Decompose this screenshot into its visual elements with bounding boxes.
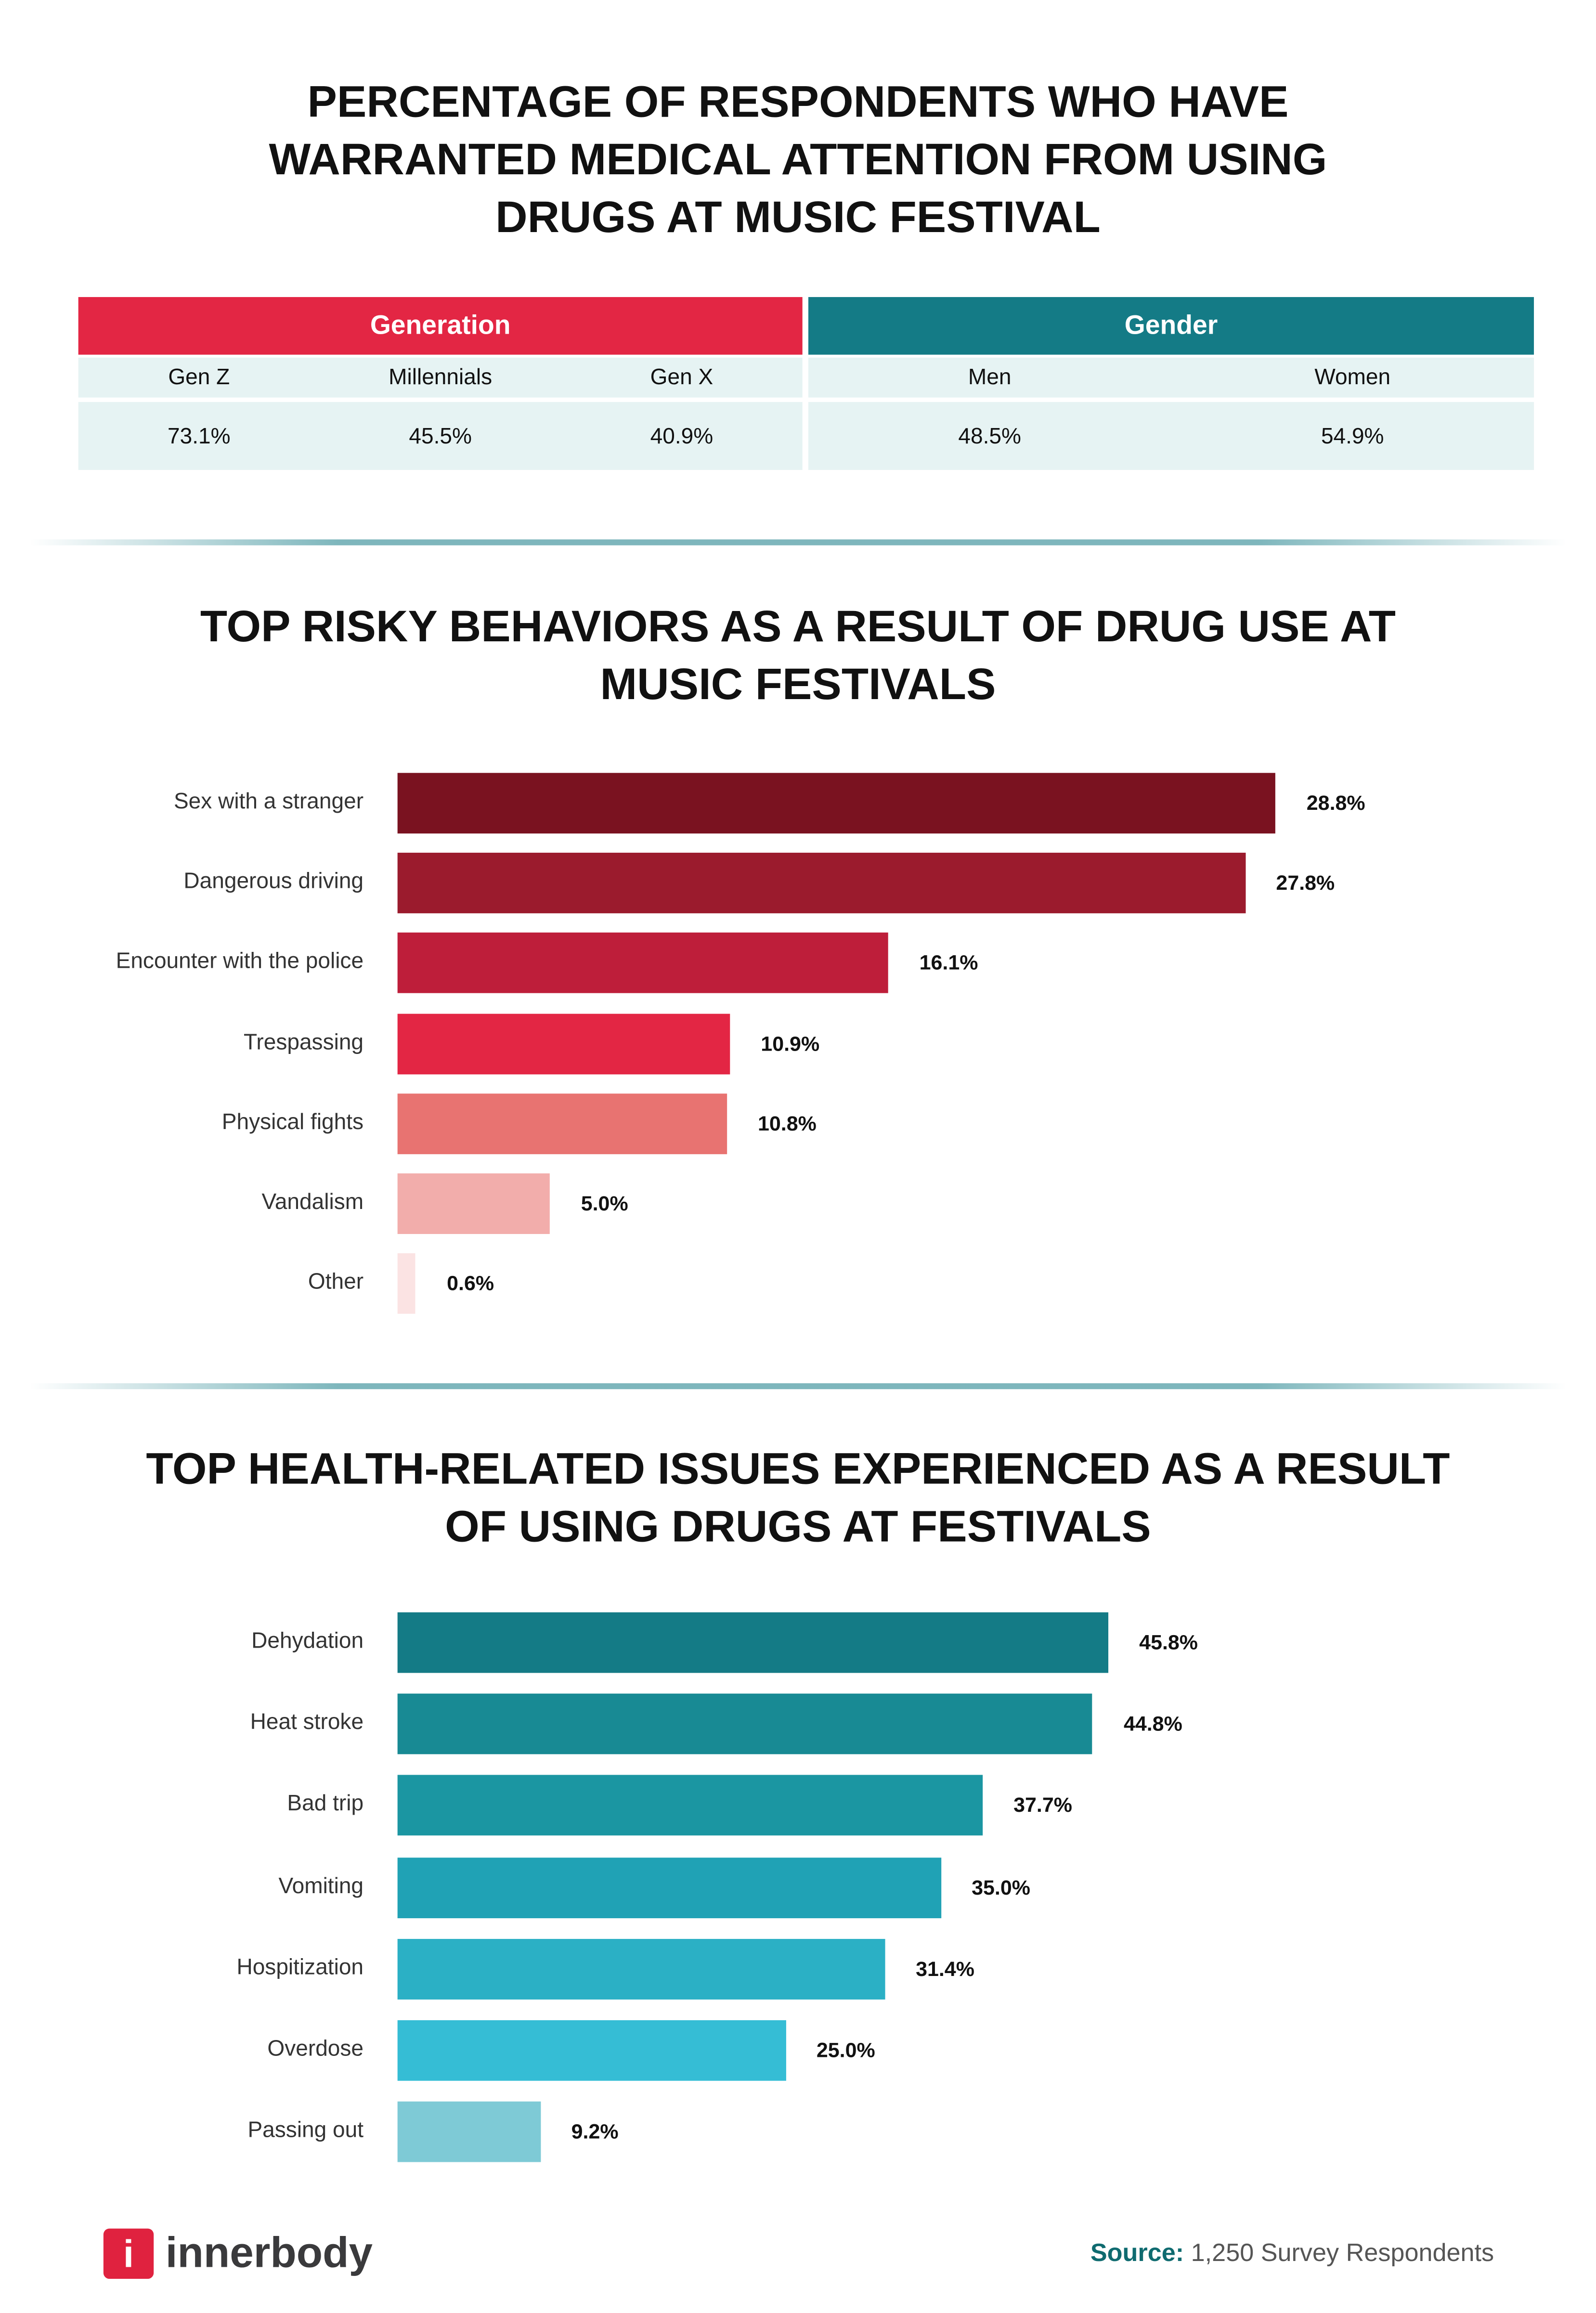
logo-i-icon: i — [103, 2228, 154, 2279]
value-label: 16.1% — [919, 950, 978, 975]
value-label: 5.0% — [581, 1191, 628, 1215]
col-men: Men — [968, 365, 1012, 390]
col-gen-z: Gen Z — [168, 365, 230, 390]
category-label: Bad trip — [287, 1792, 364, 1817]
category-label: Trespassing — [243, 1029, 364, 1055]
source-note: Source: 1,250 Survey Respondents — [1090, 2239, 1494, 2268]
generation-table: Generation Gen Z Millennials Gen X 73.1%… — [78, 297, 803, 470]
value-label: 10.8% — [757, 1111, 817, 1135]
generation-values: 73.1% 45.5% 40.9% — [78, 402, 803, 470]
generation-header: Generation — [78, 297, 803, 355]
gender-values: 48.5% 54.9% — [808, 402, 1534, 470]
col-millennials: Millennials — [389, 365, 493, 390]
value-label: 25.0% — [816, 2038, 875, 2062]
bar — [397, 853, 1245, 914]
gender-header: Gender — [808, 297, 1534, 355]
bar — [397, 1013, 730, 1074]
bar — [397, 2020, 786, 2081]
bar — [397, 1173, 550, 1234]
value-men: 48.5% — [958, 423, 1022, 449]
value-label: 37.7% — [1013, 1793, 1072, 1817]
value-women: 54.9% — [1321, 423, 1384, 449]
category-label: Physical fights — [221, 1109, 364, 1135]
bar — [397, 1612, 1108, 1673]
value-millennials: 45.5% — [409, 423, 472, 449]
col-women: Women — [1314, 365, 1391, 390]
col-gen-x: Gen X — [650, 365, 714, 390]
title-health-issues: TOP HEALTH-RELATED ISSUES EXPERIENCED AS… — [146, 1445, 1450, 1552]
category-label: Dangerous driving — [183, 869, 364, 895]
category-label: Vomiting — [278, 1873, 364, 1898]
category-label: Heat stroke — [250, 1710, 364, 1736]
divider — [29, 539, 1567, 546]
value-gen-z: 73.1% — [168, 423, 231, 449]
value-label: 9.2% — [571, 2119, 619, 2144]
value-label: 31.4% — [916, 1956, 974, 1980]
gender-table: Gender Men Women 48.5% 54.9% — [808, 297, 1534, 470]
bar — [397, 2102, 541, 2163]
bar — [397, 1694, 1093, 1754]
bar — [397, 773, 1276, 834]
category-label: Overdose — [267, 2036, 364, 2062]
value-label: 10.9% — [761, 1031, 820, 1055]
title-risky-behaviors: TOP RISKY BEHAVIORS AS A RESULT OF DRUG … — [200, 603, 1396, 710]
value-label: 35.0% — [972, 1874, 1030, 1898]
value-gen-x: 40.9% — [650, 423, 714, 449]
bar — [397, 1093, 727, 1154]
innerbody-logo: i innerbody — [103, 2228, 373, 2279]
divider — [29, 1383, 1567, 1390]
bar — [397, 1938, 885, 2000]
value-label: 28.8% — [1306, 791, 1365, 815]
title-medical-attention: PERCENTAGE OF RESPONDENTS WHO HAVE WARRA… — [269, 78, 1327, 243]
category-label: Vandalism — [261, 1189, 364, 1215]
bar — [397, 1775, 983, 1836]
bar — [397, 1857, 941, 1918]
category-label: Hospitization — [236, 1955, 364, 1980]
gender-cols: Men Women — [808, 357, 1534, 398]
source-text: 1,250 Survey Respondents — [1184, 2239, 1494, 2267]
source-label: Source: — [1090, 2239, 1184, 2267]
category-label: Encounter with the police — [116, 949, 364, 975]
bar — [397, 933, 889, 994]
bar — [397, 1253, 416, 1314]
category-label: Dehydation — [251, 1628, 364, 1654]
category-label: Sex with a stranger — [173, 789, 364, 815]
category-label: Passing out — [247, 2118, 364, 2144]
logo-text: innerbody — [165, 2229, 373, 2277]
value-label: 45.8% — [1139, 1630, 1198, 1654]
value-label: 27.8% — [1276, 871, 1335, 895]
generation-cols: Gen Z Millennials Gen X — [78, 357, 803, 398]
value-label: 0.6% — [447, 1271, 494, 1295]
category-label: Other — [308, 1270, 364, 1295]
value-label: 44.8% — [1123, 1711, 1182, 1736]
